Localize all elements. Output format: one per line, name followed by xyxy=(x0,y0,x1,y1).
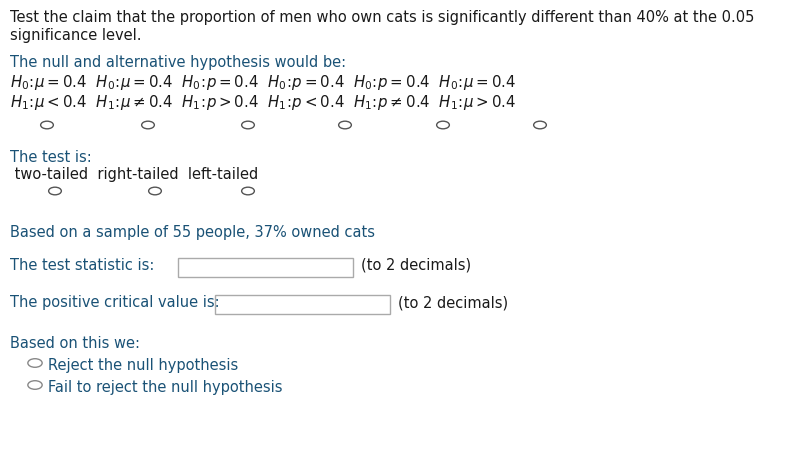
Text: Fail to reject the null hypothesis: Fail to reject the null hypothesis xyxy=(48,379,283,394)
Text: significance level.: significance level. xyxy=(10,28,142,43)
Text: (to 2 decimals): (to 2 decimals) xyxy=(361,258,471,272)
Text: Based on a sample of 55 people, 37% owned cats: Based on a sample of 55 people, 37% owne… xyxy=(10,225,375,239)
Text: Reject the null hypothesis: Reject the null hypothesis xyxy=(48,357,238,372)
Text: The test statistic is:: The test statistic is: xyxy=(10,258,154,272)
Text: Test the claim that the proportion of men who own cats is significantly differen: Test the claim that the proportion of me… xyxy=(10,10,755,25)
Text: $H_0\!:\!\mu = 0.4$  $H_0\!:\!\mu = 0.4$  $H_0\!:\!p = 0.4$  $H_0\!:\!p = 0.4$  : $H_0\!:\!\mu = 0.4$ $H_0\!:\!\mu = 0.4$ … xyxy=(10,73,516,92)
Text: (to 2 decimals): (to 2 decimals) xyxy=(398,294,508,309)
Text: The null and alternative hypothesis would be:: The null and alternative hypothesis woul… xyxy=(10,55,346,70)
Text: two-tailed  right-tailed  left-tailed: two-tailed right-tailed left-tailed xyxy=(10,167,258,182)
Text: Based on this we:: Based on this we: xyxy=(10,335,140,350)
Text: The test is:: The test is: xyxy=(10,149,92,165)
Text: $H_1\!:\!\mu < 0.4$  $H_1\!:\!\mu \neq 0.4$  $H_1\!:\!p > 0.4$  $H_1\!:\!p < 0.4: $H_1\!:\!\mu < 0.4$ $H_1\!:\!\mu \neq 0.… xyxy=(10,93,516,112)
Text: The positive critical value is:: The positive critical value is: xyxy=(10,294,220,309)
